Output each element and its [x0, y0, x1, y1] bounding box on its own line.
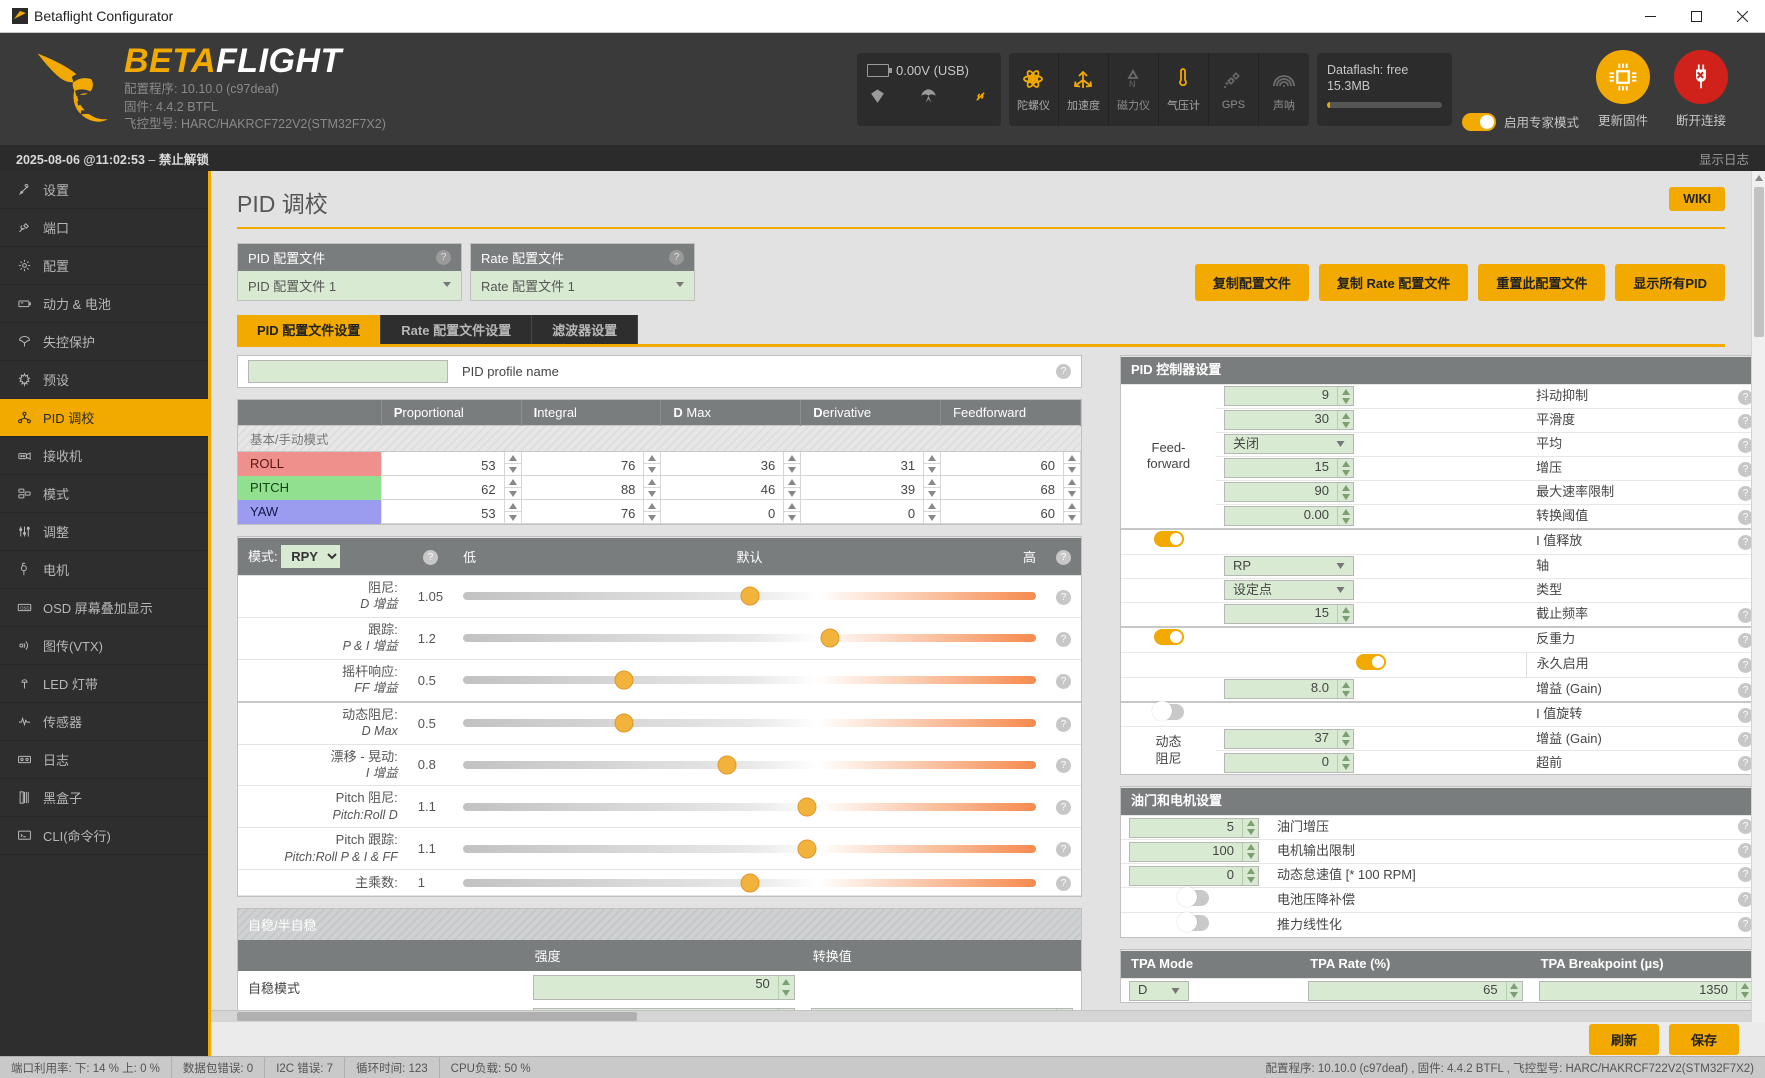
svg-text:N: N	[1129, 79, 1136, 89]
svg-text:OSD: OSD	[20, 605, 29, 610]
